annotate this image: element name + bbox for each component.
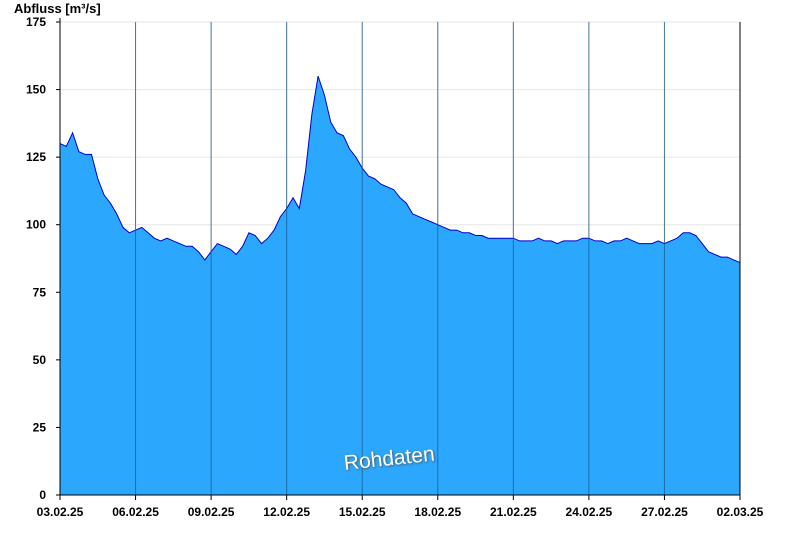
y-axis-label: Abfluss [m³/s] <box>14 1 101 16</box>
date-separators-over <box>135 22 665 495</box>
x-tick-label: 18.02.25 <box>414 505 461 519</box>
x-tick-label: 06.02.25 <box>112 505 159 519</box>
y-tick-label: 175 <box>26 15 46 29</box>
x-ticks: 03.02.25 06.02.25 09.02.25 12.02.25 15.02.25… <box>37 495 764 519</box>
y-tick-label: 75 <box>33 285 47 299</box>
x-tick-label: 09.02.25 <box>188 505 235 519</box>
discharge-line <box>59 75 741 266</box>
y-tick-label: 150 <box>26 83 46 97</box>
y-tick-label: 0 <box>39 488 46 502</box>
x-tick-label: 12.02.25 <box>263 505 310 519</box>
x-tick-label: 24.02.25 <box>566 505 613 519</box>
discharge-area <box>60 76 740 495</box>
y-ticks: 0 25 50 75 100 125 150 175 <box>26 15 60 502</box>
x-tick-label: 03.02.25 <box>37 505 84 519</box>
y-tick-label: 50 <box>33 353 47 367</box>
x-tick-label: 15.02.25 <box>339 505 386 519</box>
y-tick-label: 125 <box>26 150 46 164</box>
x-tick-label: 27.02.25 <box>641 505 688 519</box>
x-tick-label: 02.03.25 <box>717 505 764 519</box>
y-tick-label: 25 <box>33 420 47 434</box>
y-tick-label: 100 <box>26 218 46 232</box>
x-tick-label: 21.02.25 <box>490 505 537 519</box>
